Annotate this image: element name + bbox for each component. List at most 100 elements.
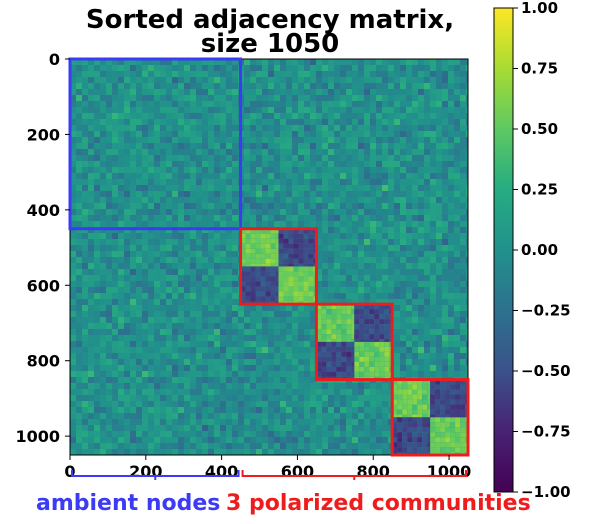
heatmap-cell: [376, 449, 382, 455]
heatmap-cell: [352, 89, 358, 95]
heatmap-cell: [268, 449, 274, 455]
heatmap-cell: [274, 197, 280, 203]
heatmap-cell: [388, 149, 394, 155]
heatmap-cell: [130, 305, 136, 311]
heatmap-cell: [232, 89, 238, 95]
heatmap-cell: [184, 203, 190, 209]
heatmap-cell: [232, 449, 238, 455]
heatmap-cell: [208, 59, 214, 65]
heatmap-cell: [112, 431, 118, 437]
heatmap-cell: [382, 275, 388, 281]
heatmap-cell: [244, 425, 250, 431]
heatmap-cell: [70, 275, 76, 281]
heatmap-cell: [430, 203, 436, 209]
heatmap-cell: [412, 215, 418, 221]
heatmap-cell: [340, 77, 346, 83]
heatmap-cell: [286, 413, 292, 419]
community-block-cell: [316, 319, 322, 325]
heatmap-cell: [82, 287, 88, 293]
heatmap-cell: [376, 131, 382, 137]
heatmap-cell: [130, 377, 136, 383]
heatmap-cell: [376, 425, 382, 431]
heatmap-cell: [244, 311, 250, 317]
heatmap-cell: [250, 113, 256, 119]
heatmap-cell: [334, 275, 340, 281]
heatmap-cell: [430, 83, 436, 89]
heatmap-cell: [76, 137, 82, 143]
heatmap-cell: [448, 71, 454, 77]
heatmap-cell: [460, 335, 466, 341]
community-block-cell: [308, 276, 314, 282]
heatmap-cell: [106, 269, 112, 275]
heatmap-cell: [280, 317, 286, 323]
heatmap-cell: [226, 131, 232, 137]
heatmap-cell: [256, 419, 262, 425]
heatmap-cell: [274, 383, 280, 389]
heatmap-cell: [442, 317, 448, 323]
heatmap-cell: [418, 191, 424, 197]
heatmap-cell: [292, 353, 298, 359]
heatmap-cell: [394, 95, 400, 101]
heatmap-cell: [172, 437, 178, 443]
heatmap-cell: [88, 401, 94, 407]
heatmap-cell: [328, 425, 334, 431]
heatmap-cell: [160, 83, 166, 89]
heatmap-cell: [76, 233, 82, 239]
heatmap-cell: [232, 83, 238, 89]
heatmap-cell: [82, 335, 88, 341]
heatmap-cell: [310, 365, 316, 371]
heatmap-cell: [112, 209, 118, 215]
heatmap-cell: [334, 191, 340, 197]
heatmap-cell: [460, 251, 466, 257]
community-block-cell: [359, 339, 365, 342]
heatmap-cell: [172, 425, 178, 431]
heatmap-cell: [244, 173, 250, 179]
heatmap-cell: [268, 365, 274, 371]
heatmap-cell: [412, 293, 418, 299]
heatmap-cell: [220, 125, 226, 131]
heatmap-cell: [328, 389, 334, 395]
heatmap-cell: [412, 239, 418, 245]
heatmap-cell: [448, 269, 454, 275]
heatmap-cell: [190, 293, 196, 299]
heatmap-cell: [130, 329, 136, 335]
heatmap-cell: [286, 311, 292, 317]
heatmap-cell: [142, 77, 148, 83]
heatmap-cell: [424, 203, 430, 209]
heatmap-cell: [196, 371, 202, 377]
heatmap-cell: [430, 167, 436, 173]
heatmap-cell: [316, 83, 322, 89]
heatmap-cell: [130, 149, 136, 155]
heatmap-cell: [220, 119, 226, 125]
heatmap-cell: [154, 419, 160, 425]
heatmap-cell: [76, 413, 82, 419]
heatmap-cell: [220, 257, 226, 263]
heatmap-cell: [328, 257, 334, 263]
heatmap-cell: [460, 65, 466, 71]
heatmap-cell: [208, 359, 214, 365]
heatmap-cell: [196, 191, 202, 197]
heatmap-cell: [160, 293, 166, 299]
heatmap-cell: [106, 95, 112, 101]
heatmap-cell: [166, 293, 172, 299]
heatmap-cell: [406, 125, 412, 131]
heatmap-cell: [250, 167, 256, 173]
community-block-cell: [427, 409, 431, 415]
heatmap-cell: [214, 389, 220, 395]
heatmap-cell: [112, 419, 118, 425]
heatmap-cell: [76, 365, 82, 371]
community-block-cell: [392, 389, 398, 395]
heatmap-cell: [412, 269, 418, 275]
heatmap-cell: [346, 227, 352, 233]
heatmap-cell: [118, 89, 124, 95]
heatmap-cell: [202, 431, 208, 437]
community-block-cell: [326, 351, 332, 357]
heatmap-cell: [88, 389, 94, 395]
heatmap-cell: [124, 197, 130, 203]
community-block-fills: [240, 228, 468, 455]
heatmap-cell: [100, 377, 106, 383]
heatmap-cell: [148, 281, 154, 287]
heatmap-cell: [112, 269, 118, 275]
heatmap-cell: [358, 125, 364, 131]
heatmap-cell: [460, 113, 466, 119]
